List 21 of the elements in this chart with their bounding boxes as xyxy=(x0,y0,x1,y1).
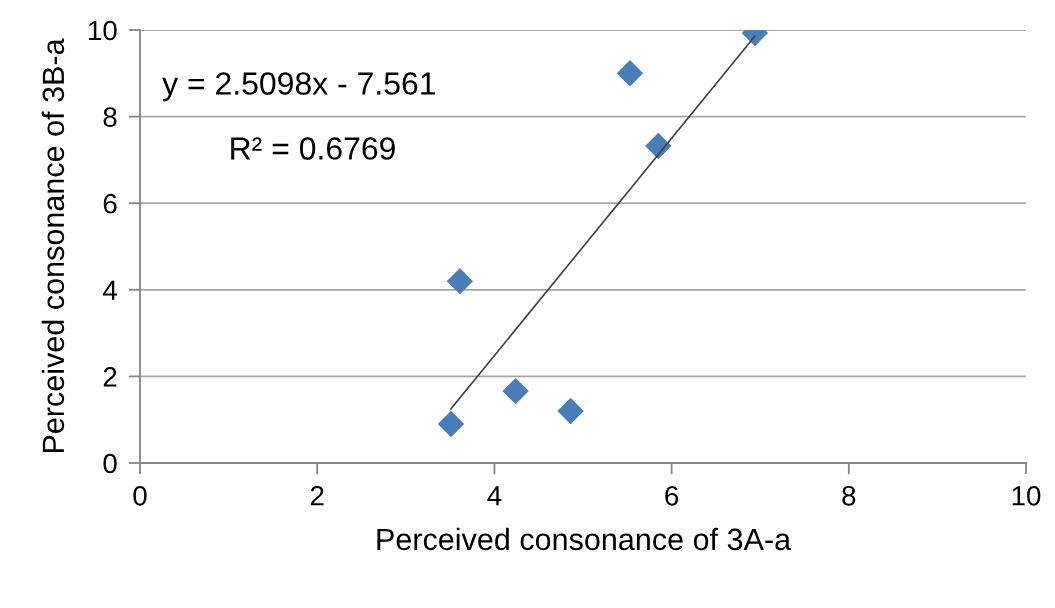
point xyxy=(557,397,584,425)
y-tick-label: 10 xyxy=(89,20,117,41)
y-tick-label: 4 xyxy=(102,280,117,300)
point xyxy=(446,267,474,295)
y-tick-label: 2 xyxy=(103,367,117,387)
point xyxy=(437,410,465,438)
x-tick-label: 6 xyxy=(665,485,679,506)
y-axis-title: Perceived consonance of 3B-a xyxy=(41,38,65,453)
x-axis-title: Perceived consonance of 3A-a xyxy=(377,527,792,551)
point xyxy=(616,60,644,87)
annotation: R² = 0.6769 xyxy=(231,137,395,160)
y-tick-label: 0 xyxy=(103,453,117,474)
x-tick-label: 0 xyxy=(133,485,147,506)
point xyxy=(502,377,529,405)
x-tick-label: 8 xyxy=(842,485,856,506)
y-tick-label: 6 xyxy=(103,193,117,214)
annotation: y = 2.5098x - 7.561 xyxy=(162,72,435,102)
x-tick-label: 2 xyxy=(310,485,324,506)
y-tick-label: 8 xyxy=(103,107,117,127)
x-tick-label: 10 xyxy=(1012,485,1041,506)
x-tick-label: 4 xyxy=(487,486,502,506)
